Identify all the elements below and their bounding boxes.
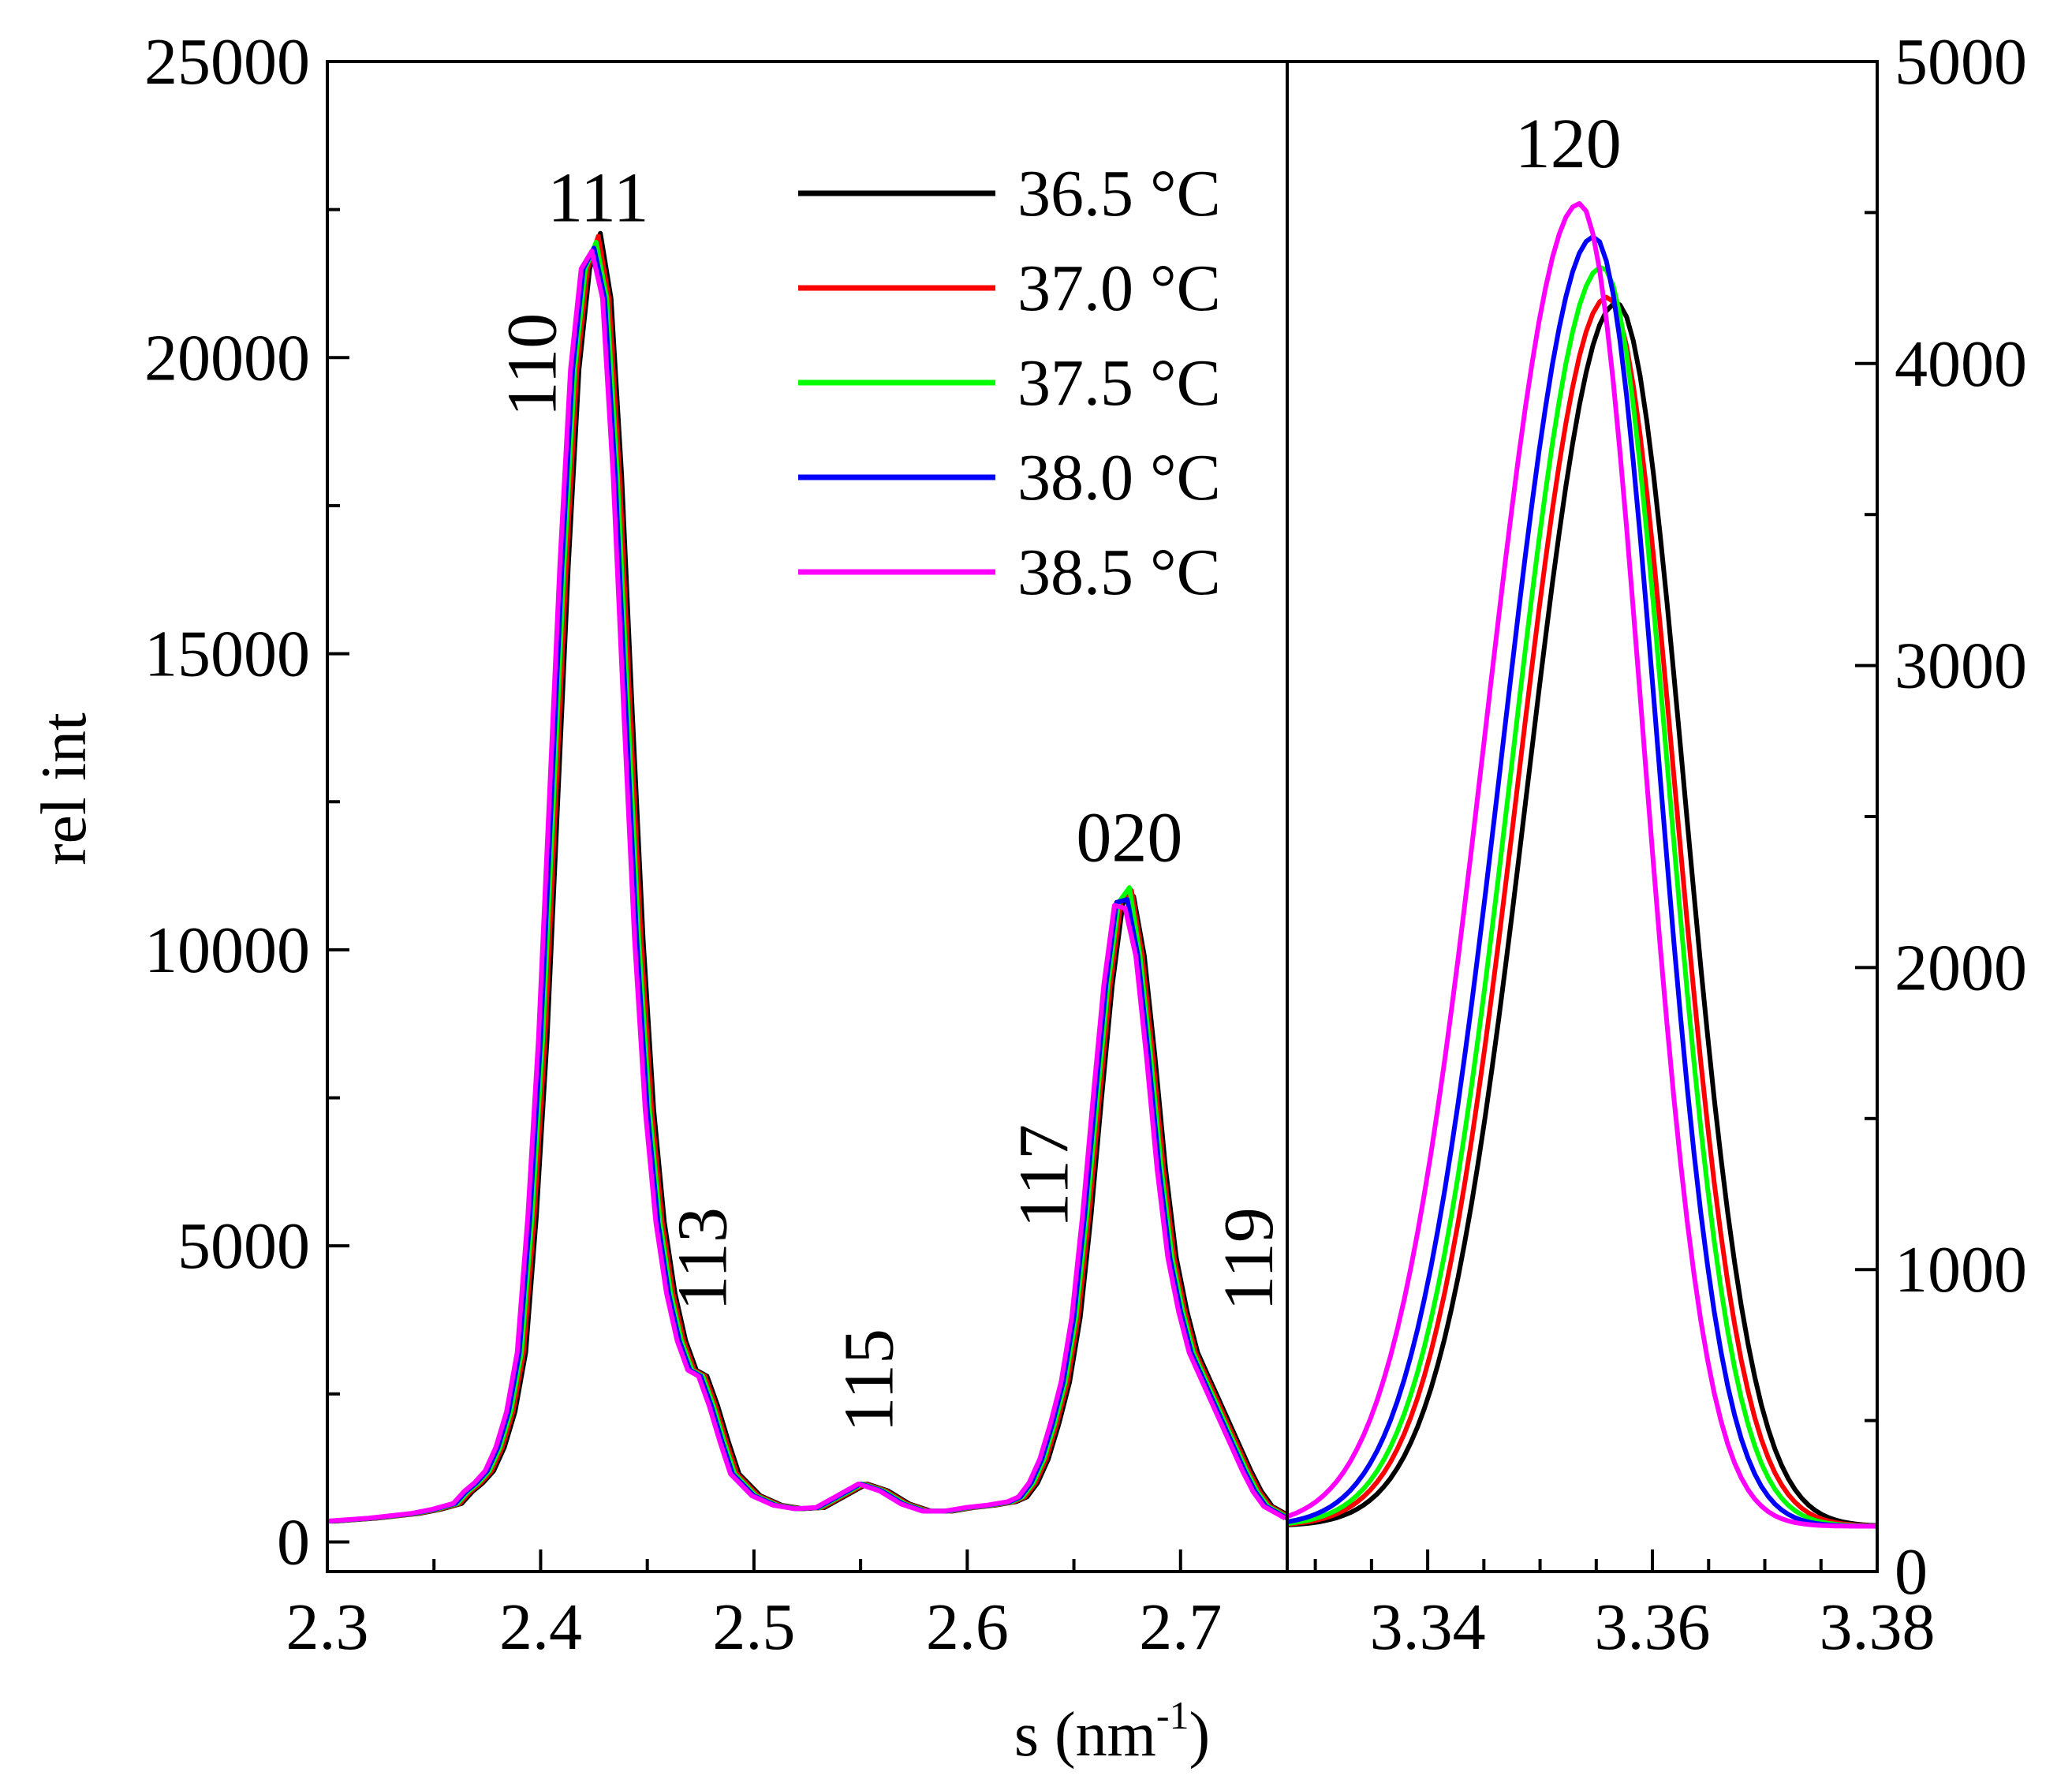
legend-label-2: 37.0 °C [1017, 252, 1221, 325]
right-series-line-4 [1287, 234, 1877, 1529]
left-y-tick-label: 10000 [144, 914, 310, 987]
right-x-tick-label: 3.36 [1595, 1590, 1711, 1664]
left-y-tick-label: 0 [277, 1505, 310, 1579]
peak-label-113: 113 [664, 1207, 742, 1311]
left-y-tick-label: 20000 [144, 321, 310, 394]
left-panel-series [327, 230, 1287, 1524]
right-panel-series [1287, 200, 1877, 1529]
peak-label-115: 115 [831, 1329, 909, 1433]
left-series-line-1 [333, 230, 1287, 1524]
legend-label-4: 38.0 °C [1017, 441, 1221, 514]
x-axis-label-base: s (nm [1014, 1700, 1156, 1770]
legend: 36.5 °C 37.0 °C 37.5 °C 38.0 °C 38.5 °C [798, 157, 1221, 609]
left-y-tick-label: 15000 [144, 618, 310, 691]
right-y-tick-label: 0 [1895, 1535, 1928, 1609]
right-panel-frame [1286, 60, 1879, 1573]
right-series-line-3 [1287, 264, 1877, 1529]
right-series-line-2 [1287, 294, 1877, 1529]
peak-label-020: 020 [1076, 798, 1182, 877]
left-x-tick-label: 2.3 [286, 1590, 369, 1664]
right-y-tick-label: 5000 [1895, 25, 2027, 99]
x-axis-label: s (nm-1) [1014, 1693, 1210, 1770]
left-series-line-4 [327, 245, 1287, 1524]
y-axis-label: rel int [28, 712, 99, 865]
left-x-tick-label: 2.5 [712, 1590, 795, 1664]
legend-label-5: 38.5 °C [1017, 536, 1221, 609]
peak-label-119: 119 [1210, 1207, 1288, 1311]
peak-label-110: 110 [493, 313, 571, 417]
left-y-tick-label: 5000 [177, 1209, 310, 1283]
left-x-tick-label: 2.4 [499, 1590, 582, 1664]
left-series-line-2 [331, 234, 1287, 1524]
right-y-tick-label: 1000 [1895, 1233, 2027, 1306]
left-y-tick-label: 25000 [144, 25, 310, 99]
left-series-line-3 [329, 239, 1287, 1524]
right-x-tick-label: 3.34 [1370, 1590, 1486, 1664]
x-axis-label-close: ) [1189, 1700, 1211, 1770]
right-x-tick-label: 3.38 [1820, 1590, 1936, 1664]
legend-label-3: 37.5 °C [1017, 346, 1221, 420]
peak-label-117: 117 [1005, 1124, 1083, 1228]
right-y-tick-label: 2000 [1895, 931, 2027, 1004]
left-series-line-5 [327, 249, 1286, 1524]
left-x-tick-label: 2.6 [926, 1590, 1009, 1664]
right-series-line-1 [1287, 301, 1877, 1528]
right-y-tick-label: 3000 [1895, 630, 2027, 703]
peak-label-120: 120 [1515, 105, 1622, 183]
labels: 2.3 2.4 2.5 2.6 2.70500010000150002000025000… [144, 25, 2027, 1664]
right-series-line-5 [1287, 200, 1877, 1529]
legend-label-1: 36.5 °C [1017, 157, 1221, 230]
x-axis-label-exponent: -1 [1156, 1693, 1189, 1737]
peak-label-111: 111 [547, 159, 648, 237]
axes [326, 60, 1879, 1573]
right-y-tick-label: 4000 [1895, 327, 2027, 401]
left-x-tick-label: 2.7 [1139, 1590, 1222, 1664]
